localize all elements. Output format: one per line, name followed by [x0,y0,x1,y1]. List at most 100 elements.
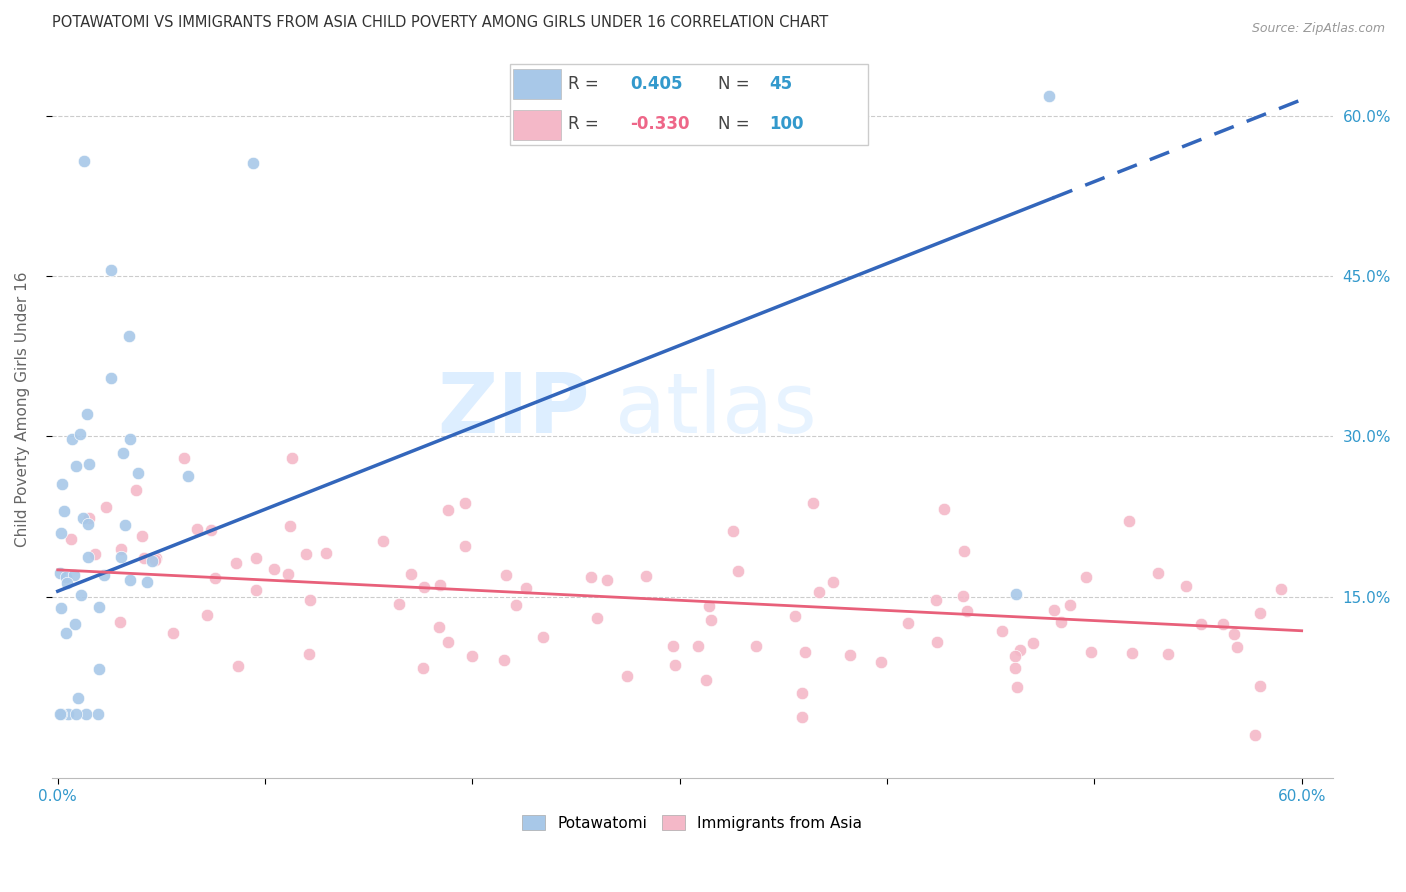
Point [429,577,451,591]
Point [69,427,91,442]
Point [120,573,142,587]
Point [585,611,607,625]
Point [131,528,153,542]
Point [162,625,184,640]
Point [111,446,134,460]
Point [55,626,77,640]
Point [59,533,82,547]
Point [952,590,974,604]
Point [1080,645,1102,659]
Point [136,575,159,590]
Point [807,584,830,599]
Point [1249,679,1271,693]
Point [77,550,100,565]
Point [226,659,249,673]
Point [65,707,87,722]
Point [56,576,79,591]
Point [616,669,638,683]
Point [636,569,658,583]
Point [87,707,110,722]
Point [821,575,844,590]
Text: R =: R = [568,115,599,133]
Point [1004,649,1026,664]
Point [1244,729,1267,743]
Point [60,433,83,447]
Point [925,593,948,607]
Point [695,673,717,687]
Point [177,469,200,483]
Point [596,573,619,587]
Point [783,608,806,623]
Point [495,568,517,582]
Point [492,652,515,666]
Point [792,710,814,724]
Point [76,407,98,421]
Point [1042,603,1064,617]
Point [1270,582,1292,597]
Point [533,630,555,644]
Point [870,655,893,669]
Point [294,548,316,562]
Text: N =: N = [718,75,749,93]
Point [277,567,299,582]
Text: -0.330: -0.330 [630,115,690,133]
Point [245,551,267,566]
Point [454,496,477,510]
Point [100,263,122,277]
Point [100,370,122,384]
Point [1174,579,1197,593]
Text: 100: 100 [769,115,804,133]
Point [1189,617,1212,632]
Point [93,568,115,582]
Point [242,156,264,170]
Point [505,598,527,612]
Text: POTAWATOMI VS IMMIGRANTS FROM ASIA CHILD POVERTY AMONG GIRLS UNDER 16 CORRELATIO: POTAWATOMI VS IMMIGRANTS FROM ASIA CHILD… [52,15,828,30]
Point [195,608,218,623]
Point [72,511,94,525]
Point [1005,680,1028,694]
Point [1223,627,1246,641]
Point [1249,606,1271,620]
Point [79,511,101,525]
FancyBboxPatch shape [513,70,561,99]
Point [515,581,537,595]
Point [388,597,411,611]
Point [127,466,149,480]
Text: 45: 45 [769,75,793,93]
Point [1004,661,1026,675]
Point [70,588,93,602]
Point [186,522,208,536]
Point [51,477,73,491]
Point [897,616,920,631]
Point [412,661,434,675]
Point [55,570,77,584]
Point [727,564,749,578]
Point [225,556,247,570]
Point [399,566,422,581]
Point [114,517,136,532]
Point [124,483,146,497]
Point [49,566,72,580]
Point [427,620,450,634]
Point [1226,640,1249,654]
Point [263,562,285,576]
Point [1050,615,1073,630]
Point [84,547,107,561]
Point [1038,89,1060,103]
Point [67,690,90,705]
Point [932,502,955,516]
Point [278,519,301,533]
Point [1118,514,1140,528]
Point [73,154,96,169]
Point [49,526,72,541]
Point [436,635,458,649]
Point [953,544,976,558]
Point [373,533,395,548]
Point [245,583,267,598]
Point [454,539,477,553]
Point [110,541,132,556]
Point [204,571,226,585]
Point [118,329,141,343]
Point [52,504,75,518]
Point [437,503,460,517]
